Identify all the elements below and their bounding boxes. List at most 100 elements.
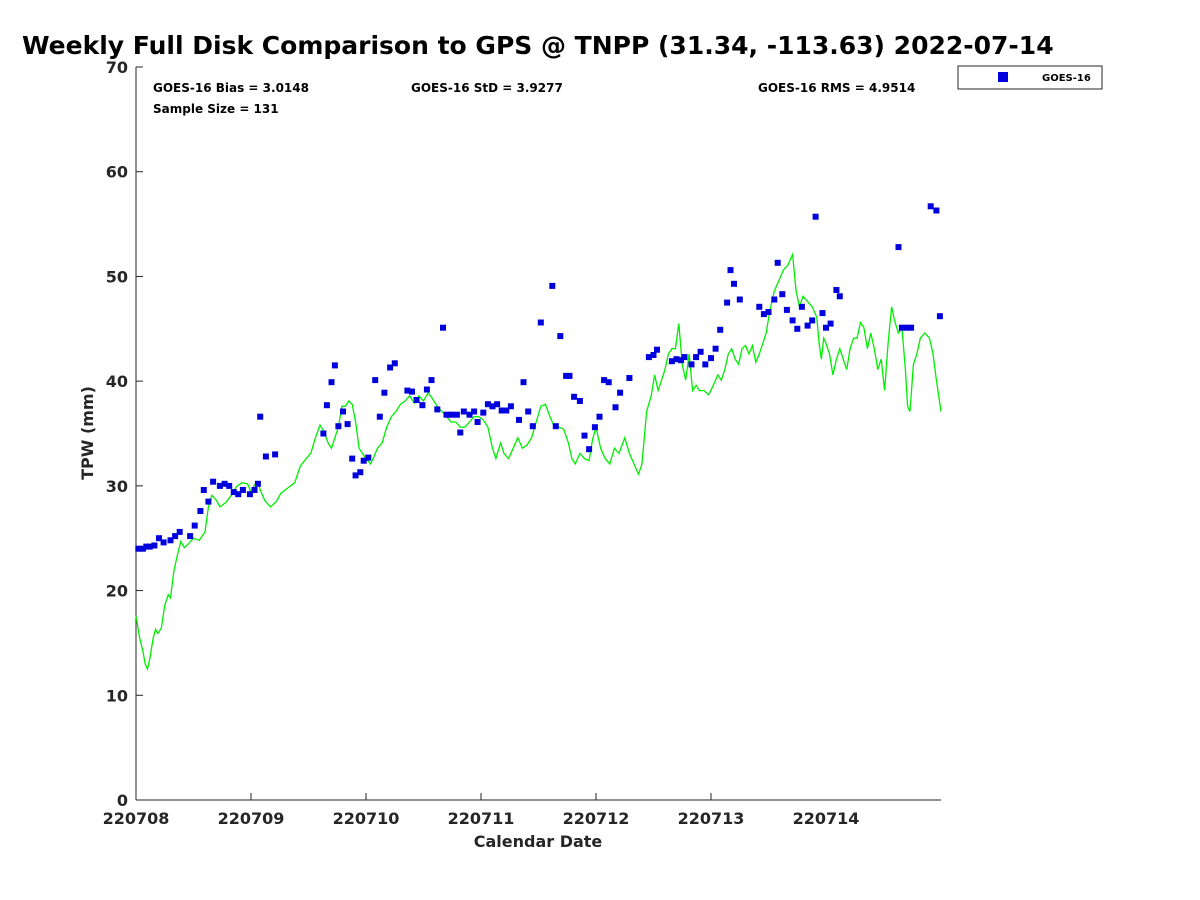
goes16-point <box>566 372 573 379</box>
stat-rms: GOES-16 RMS = 4.9514 <box>758 81 915 95</box>
stat-std: GOES-16 StD = 3.9277 <box>411 81 563 95</box>
goes16-point <box>503 407 510 414</box>
goes16-point <box>731 280 737 287</box>
goes16-point <box>357 469 364 476</box>
goes16-point <box>221 480 228 487</box>
goes16-point <box>693 354 700 361</box>
goes16-point <box>484 401 491 408</box>
goes16-point <box>717 326 724 333</box>
goes16-point <box>151 542 158 549</box>
goes16-point <box>605 379 612 386</box>
goes16-point <box>328 379 335 386</box>
goes16-point <box>516 416 522 423</box>
goes16-point <box>789 317 796 324</box>
goes16-point <box>443 411 450 418</box>
goes16-point <box>794 325 801 332</box>
goes16-point <box>654 346 660 353</box>
goes16-point <box>254 480 261 487</box>
goes16-point <box>413 397 420 403</box>
goes16-point <box>549 282 556 289</box>
goes16-point <box>771 296 778 303</box>
goes16-point <box>827 320 834 327</box>
goes16-point <box>736 296 743 303</box>
x-tick-label: 220712 <box>563 809 630 828</box>
goes16-point <box>376 413 383 420</box>
goes16-point <box>489 403 496 410</box>
goes16-point <box>617 389 624 396</box>
y-tick-label: 30 <box>106 477 128 496</box>
goes16-point <box>381 389 388 396</box>
gps-series <box>135 251 942 672</box>
goes16-point <box>804 322 811 329</box>
goes16-point <box>257 413 264 420</box>
legend-marker-goes16 <box>998 72 1008 82</box>
goes16-point <box>779 291 786 298</box>
y-ticks: 0 10 20 30 40 50 60 70 <box>106 58 143 810</box>
goes16-point <box>146 543 153 550</box>
stat-bias: GOES-16 Bias = 3.0148 <box>153 81 309 95</box>
goes16-point <box>783 306 790 313</box>
y-tick-label: 0 <box>117 791 128 810</box>
goes16-point <box>434 406 441 413</box>
goes16-point <box>678 357 685 364</box>
goes16-point <box>251 487 258 493</box>
goes16-point <box>457 429 464 436</box>
goes16-point <box>712 345 719 352</box>
y-tick-label: 70 <box>106 58 128 77</box>
goes16-point <box>344 421 351 428</box>
goes16-point <box>391 360 398 367</box>
goes16-point <box>626 375 633 381</box>
goes16-point <box>323 402 330 409</box>
y-tick-label: 40 <box>106 372 128 391</box>
goes16-point <box>819 310 826 317</box>
goes16-point <box>591 424 598 431</box>
legend: GOES-16 <box>957 65 1103 90</box>
goes16-point <box>453 411 460 418</box>
goes16-point <box>809 317 816 324</box>
goes16-point <box>135 545 142 552</box>
goes16-point <box>645 354 652 361</box>
goes16-point <box>601 377 608 384</box>
x-tick-label: 220713 <box>678 809 745 828</box>
goes16-point <box>466 411 473 418</box>
goes16-point <box>612 404 619 411</box>
goes16-point <box>409 388 415 395</box>
goes16-point <box>460 408 467 415</box>
goes16-point <box>176 528 183 535</box>
goes16-point <box>239 487 246 493</box>
goes16-point <box>172 533 179 540</box>
y-tick-label: 60 <box>106 163 128 182</box>
goes16-point <box>474 419 481 425</box>
goes16-point <box>563 372 570 379</box>
y-tick-label: 50 <box>106 267 128 286</box>
goes16-point <box>650 352 657 358</box>
goes16-point <box>139 545 146 552</box>
goes16-point <box>898 324 905 331</box>
goes16-point <box>760 311 767 318</box>
goes16-point <box>520 379 527 386</box>
goes16-point <box>596 413 603 420</box>
goes16-point <box>688 361 695 368</box>
y-tick-label: 20 <box>106 582 128 601</box>
goes16-point <box>143 543 150 550</box>
goes16-point <box>927 203 934 210</box>
goes16-point <box>372 377 379 384</box>
goes16-point <box>156 535 162 542</box>
goes16-point <box>187 533 194 540</box>
goes16-point <box>507 403 514 410</box>
goes16-point <box>160 539 167 546</box>
x-axis-label: Calendar Date <box>474 832 603 851</box>
gps-line <box>135 251 942 672</box>
goes16-point <box>246 491 253 498</box>
goes16-point <box>448 411 455 418</box>
goes16-point <box>724 299 731 306</box>
goes16-point <box>586 446 593 453</box>
goes16-point <box>833 287 840 293</box>
goes16-point <box>668 358 675 365</box>
x-tick-label: 220709 <box>218 809 285 828</box>
goes16-point <box>230 489 237 496</box>
goes16-point <box>525 408 532 415</box>
x-ticks: 220708 220709 220710 220711 220712 220713 2207… <box>103 793 859 828</box>
goes16-point <box>765 309 772 315</box>
goes16-point <box>349 455 356 462</box>
